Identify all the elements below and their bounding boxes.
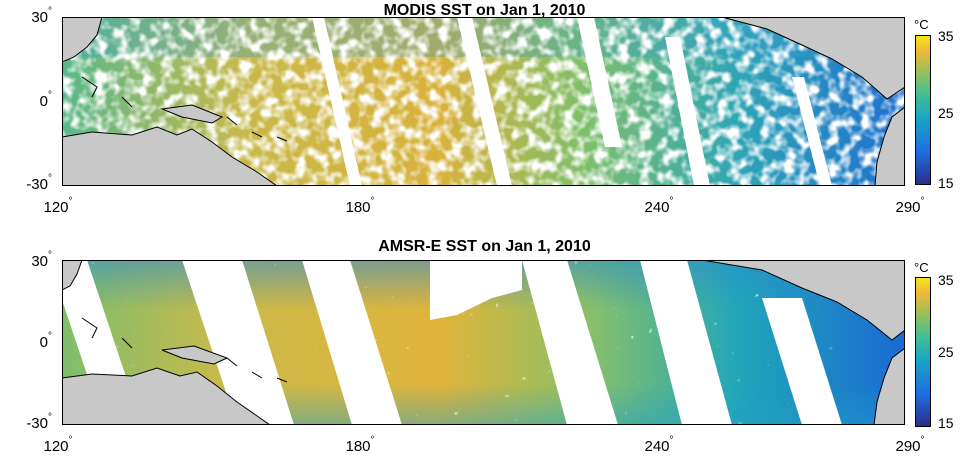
y-tick-0: 0° [39, 90, 52, 110]
land-new-guinea [160, 104, 224, 124]
swath-gap [522, 260, 618, 425]
swath-gap [640, 260, 732, 425]
colorbar-tick-35: 35 [938, 28, 954, 44]
y-tick-30: 30° [31, 250, 52, 270]
x-tick-240: 240° [644, 435, 674, 455]
x-tick-180: 180° [345, 435, 375, 455]
colorbar-modis [915, 35, 931, 185]
swath-gap [792, 77, 832, 186]
swath-gap [312, 17, 362, 186]
map-frame [62, 260, 905, 425]
y-tick-0: 0° [39, 331, 52, 351]
x-tick-120: 120° [43, 196, 73, 216]
swath-gap [577, 17, 622, 147]
x-tick-180: 180° [345, 196, 375, 216]
colorbar-unit-modis: °C [914, 17, 929, 32]
y-tick-neg30: -30° [26, 412, 52, 432]
colorbar-tick-35: 35 [938, 272, 954, 288]
swath-gap [665, 37, 710, 186]
land-south-america [874, 106, 905, 186]
swath-gap [457, 17, 512, 186]
panel-title-amsre: AMSR-E SST on Jan 1, 2010 [378, 238, 591, 255]
land-north-america [721, 17, 905, 100]
island-chain [81, 317, 288, 383]
land-south-america [873, 347, 905, 425]
colorbar-tick-15: 15 [938, 175, 954, 191]
panel-title-modis: MODIS SST on Jan 1, 2010 [383, 2, 586, 19]
swath-gap [182, 260, 294, 425]
land-north-america [701, 260, 905, 341]
x-tick-240: 240° [644, 196, 674, 216]
land-new-guinea [161, 345, 229, 365]
swath-gap [302, 260, 402, 425]
sst-map-modis [62, 17, 905, 186]
land-australia [62, 126, 278, 186]
y-tick-30: 30° [31, 6, 52, 26]
colorbar-amsre [915, 277, 931, 427]
colorbar-unit-amsre: °C [914, 260, 929, 275]
map-frame [62, 17, 905, 186]
swath-gap [762, 298, 842, 425]
island-chain [81, 76, 288, 142]
x-tick-290: 290° [895, 435, 925, 455]
swath-gap [430, 260, 522, 320]
colorbar-tick-25: 25 [938, 105, 954, 121]
land-asia [62, 17, 103, 63]
colorbar-tick-15: 15 [938, 415, 954, 431]
y-tick-neg30: -30° [26, 173, 52, 193]
land-australia [62, 367, 271, 425]
sst-map-amsre [62, 260, 905, 425]
colorbar-tick-25: 25 [938, 344, 954, 360]
x-tick-290: 290° [895, 196, 925, 216]
land-asia [62, 260, 83, 291]
x-tick-120: 120° [43, 435, 73, 455]
